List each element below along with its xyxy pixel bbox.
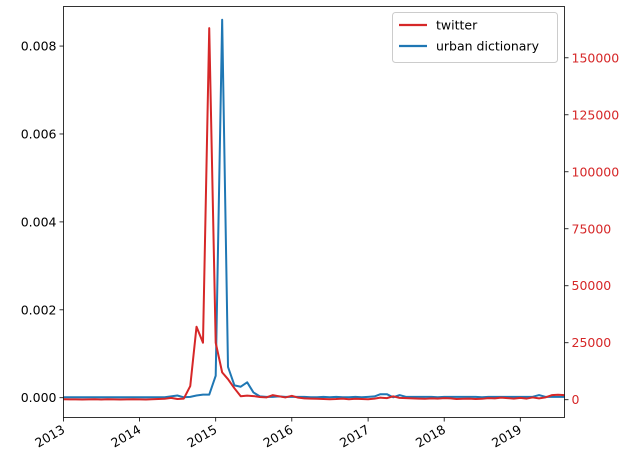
legend-label-urban-dictionary: urban dictionary [436,39,540,54]
right-tick-label: 125000 [572,107,620,122]
x-tick-label: 2014 [108,422,143,451]
series-line-urban-dictionary [63,18,565,399]
series-layer [63,18,565,401]
right-tick-label: 25000 [572,335,612,350]
right-tick-label: 50000 [572,278,612,293]
right-tick-label: 0 [572,392,580,407]
x-tick-label: 2016 [261,422,296,451]
left-tick-label: 0.008 [21,39,57,54]
legend-label-twitter: twitter [436,18,478,33]
left-tick-label: 0.004 [21,214,57,229]
left-tick-label: 0.006 [21,126,57,141]
series-line-twitter [63,27,565,401]
x-tick-label: 2017 [337,422,372,451]
left-tick-label: 0.000 [21,390,57,405]
right-tick-label: 75000 [572,221,612,236]
right-tick-label: 150000 [572,50,620,65]
legend-box [392,12,558,63]
legend: twitter urban dictionary [392,12,558,63]
x-tick-label: 2019 [489,422,524,451]
x-tick-label: 2018 [413,422,448,451]
right-axis: 0 25000 50000 75000 100000 125000 150000 [564,50,620,407]
right-tick-label: 100000 [572,164,620,179]
x-tick-label: 2015 [184,422,219,451]
left-tick-label: 0.002 [21,302,57,317]
x-tick-label: 2013 [32,422,67,451]
left-axis: 0.000 0.002 0.004 0.006 0.008 [21,39,64,405]
plot-frame [63,6,565,418]
x-axis: 2013 2014 2015 2016 2017 2018 2019 [32,417,524,451]
